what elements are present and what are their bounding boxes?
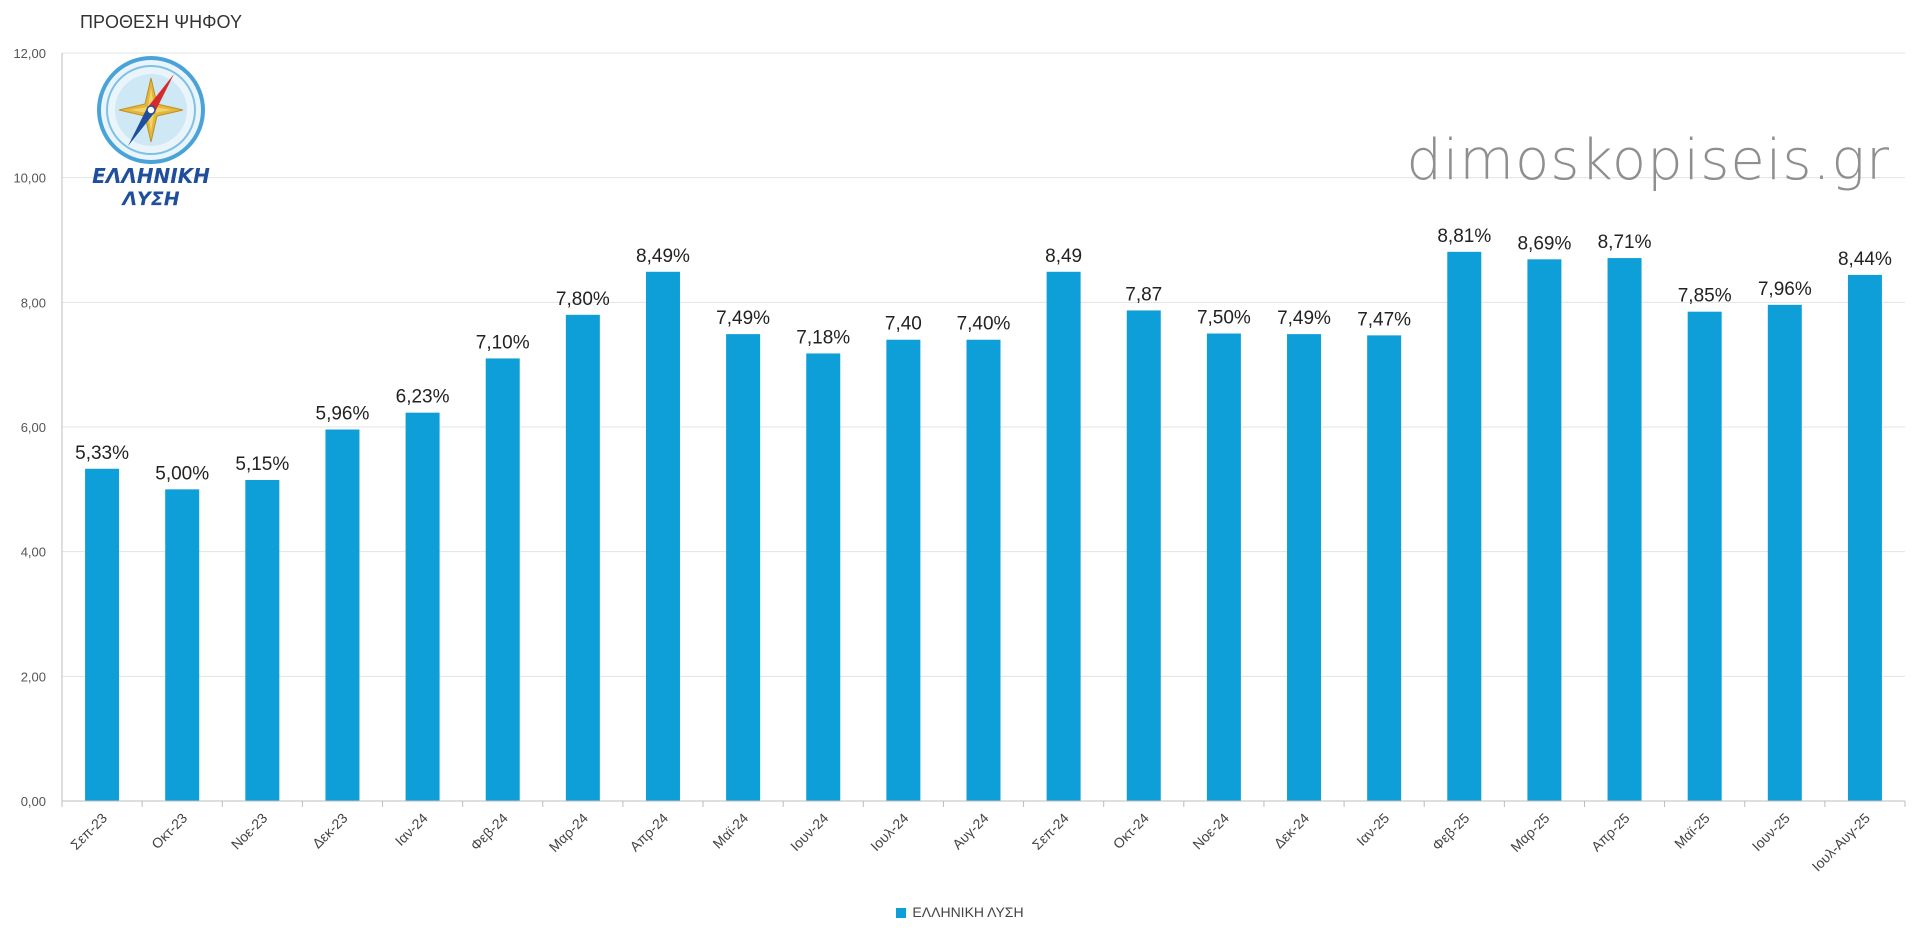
y-tick-label: 8,00 xyxy=(21,295,46,310)
bar xyxy=(245,479,280,801)
data-label: 8,69% xyxy=(1517,233,1571,254)
bar xyxy=(405,412,440,801)
bar xyxy=(1527,259,1562,801)
data-label: 8,49% xyxy=(636,246,690,267)
x-tick-label: Φεβ-24 xyxy=(467,810,511,854)
x-tick-label: Ιαν-24 xyxy=(392,810,431,849)
x-tick-label: Φεβ-25 xyxy=(1429,810,1473,854)
y-tick-label: 10,00 xyxy=(13,171,46,186)
x-tick-label: Μαρ-24 xyxy=(546,810,591,855)
x-axis: Σεπ-23 Οκτ-23 Νοε-23 Δεκ-23 Ιαν-24 Φεβ-24 Μαρ-… xyxy=(61,800,1906,875)
x-tick-label: Απρ-25 xyxy=(1588,810,1633,855)
bar xyxy=(1367,335,1402,801)
bar xyxy=(1206,333,1241,801)
y-tick-label: 6,00 xyxy=(21,420,46,435)
legend-label: ΕΛΛΗΝΙΚΗ ΛΥΣΗ xyxy=(912,904,1024,920)
data-label: 5,96% xyxy=(316,403,370,424)
data-label: 7,85% xyxy=(1678,286,1732,307)
bar xyxy=(726,334,761,801)
x-tick-label: Σεπ-23 xyxy=(67,810,110,853)
party-logo: ΕΛΛΗΝΙΚΗ ΛΥΣΗ xyxy=(76,54,226,214)
data-label: 7,87 xyxy=(1125,284,1162,305)
x-tick-label: Ιαν-25 xyxy=(1353,810,1392,849)
x-tick-label: Ιουν-24 xyxy=(787,810,831,854)
bar xyxy=(85,468,120,801)
legend-swatch xyxy=(896,908,907,919)
x-tick-label: Νοε-24 xyxy=(1189,810,1232,853)
x-tick-label: Δεκ-23 xyxy=(309,810,351,852)
x-tick-label: Ιουλ-Αυγ-25 xyxy=(1809,810,1874,875)
x-tick-label: Μαϊ-24 xyxy=(709,810,751,852)
x-tick-label: Ιουλ-24 xyxy=(867,810,911,854)
data-label: 7,18% xyxy=(796,327,850,348)
bar xyxy=(966,339,1001,801)
x-tick-label: Αυγ-24 xyxy=(949,810,992,853)
bar xyxy=(565,314,600,801)
data-label: 7,80% xyxy=(556,289,610,310)
x-tick-label: Απρ-24 xyxy=(626,810,671,855)
data-label: 8,49 xyxy=(1045,246,1082,267)
compass-icon xyxy=(97,56,205,164)
y-tick-label: 2,00 xyxy=(21,669,46,684)
bar xyxy=(1767,304,1802,801)
watermark: dimoskopiseis.gr xyxy=(1406,128,1890,193)
data-label: 8,71% xyxy=(1598,232,1652,253)
data-label: 7,40% xyxy=(957,314,1011,335)
bar xyxy=(1447,251,1482,802)
data-label: 7,96% xyxy=(1758,279,1812,300)
x-tick-label: Οκτ-24 xyxy=(1110,810,1152,852)
y-tick-label: 4,00 xyxy=(21,545,46,560)
bar xyxy=(325,429,360,801)
x-tick-label: Σεπ-24 xyxy=(1029,810,1072,853)
data-label: 7,49% xyxy=(716,308,770,329)
data-label: 7,40 xyxy=(885,314,922,335)
data-label: 8,44% xyxy=(1838,249,1892,270)
bars: 5,33% 5,00% 5,15% 5,96% 6,23% 7,10% 7,80% 8,49%… xyxy=(75,226,1892,802)
bar xyxy=(1687,311,1722,801)
x-tick-label: Οκτ-23 xyxy=(148,810,190,852)
bar xyxy=(806,353,841,801)
data-label: 7,50% xyxy=(1197,308,1251,329)
bar xyxy=(165,489,200,801)
x-tick-label: Μαϊ-25 xyxy=(1671,810,1713,852)
data-label: 5,00% xyxy=(155,463,209,484)
data-label: 7,47% xyxy=(1357,309,1411,330)
y-axis: 0,00 2,00 4,00 6,00 8,00 10,00 12,00 xyxy=(13,46,63,809)
data-label: 8,81% xyxy=(1437,226,1491,247)
chart-title: ΠΡΟΘΕΣΗ ΨΗΦΟΥ xyxy=(80,12,242,32)
bar xyxy=(485,358,520,801)
logo-text-line1: ΕΛΛΗΝΙΚΗ xyxy=(92,164,210,188)
legend: ΕΛΛΗΝΙΚΗ ΛΥΣΗ xyxy=(0,904,1920,920)
bar xyxy=(1607,258,1642,801)
y-tick-label: 12,00 xyxy=(13,46,46,61)
x-tick-label: Δεκ-24 xyxy=(1271,810,1313,852)
bar xyxy=(886,339,921,801)
bar xyxy=(1046,271,1081,801)
data-label: 7,10% xyxy=(476,332,530,353)
bar xyxy=(1126,310,1161,801)
bar xyxy=(645,271,680,801)
x-tick-label: Ιουν-25 xyxy=(1749,810,1793,854)
bar xyxy=(1287,334,1322,801)
data-label: 6,23% xyxy=(396,387,450,408)
logo-text-line2: ΛΥΣΗ xyxy=(122,188,180,210)
data-label: 5,15% xyxy=(235,454,289,475)
y-tick-label: 0,00 xyxy=(21,794,46,809)
bar xyxy=(1847,274,1882,801)
data-label: 5,33% xyxy=(75,443,129,464)
x-tick-label: Νοε-23 xyxy=(228,810,271,853)
x-tick-label: Μαρ-25 xyxy=(1507,810,1552,855)
data-label: 7,49% xyxy=(1277,308,1331,329)
